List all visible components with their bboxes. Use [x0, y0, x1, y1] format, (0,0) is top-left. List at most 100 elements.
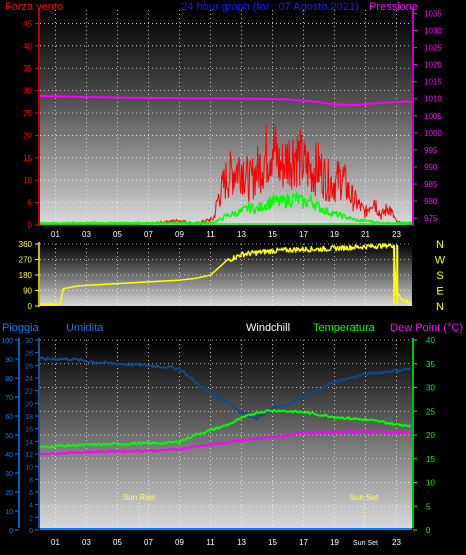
- wind-tick-label-4: 20: [23, 131, 32, 140]
- temp-x-label-5: 11: [206, 538, 215, 547]
- wind-x-label-2: 05: [113, 230, 122, 239]
- temp-x-label-2: 05: [113, 538, 122, 547]
- temp-x-label-8: 17: [299, 538, 308, 547]
- wind-x-label-5: 11: [206, 230, 215, 239]
- pressure-line: [39, 95, 413, 107]
- humidity-tick-label-4: 8: [29, 477, 33, 484]
- wind-tick-label-0: 0: [28, 221, 33, 230]
- humidity-tick-label-14: 28: [25, 351, 33, 358]
- direction-letter-4: N: [436, 301, 444, 313]
- wind-x-label-3: 07: [144, 230, 153, 239]
- humidity-tick-label-2: 4: [29, 503, 33, 510]
- wind-x-label-6: 13: [237, 230, 246, 239]
- wind-direction-line: [40, 243, 412, 306]
- rain-tick-label-1: 10: [5, 509, 13, 516]
- wind-x-label-7: 15: [268, 230, 277, 239]
- wind-tick-label-3: 15: [23, 154, 32, 163]
- direction-tick-label-3: 270: [19, 256, 33, 265]
- wind-series: [39, 95, 413, 226]
- wind-tick-label-8: 40: [23, 42, 32, 51]
- wind-x-label-1: 03: [82, 230, 91, 239]
- humidity-tick-label-10: 20: [25, 401, 33, 408]
- rain-tick-label-4: 40: [5, 452, 13, 459]
- direction-tick-label-0: 0: [28, 302, 33, 311]
- humidity-tick-label-13: 26: [25, 363, 33, 370]
- temp-x-label-9: 19: [330, 538, 339, 547]
- temp-tick-label-8: 40: [426, 336, 435, 345]
- wind-base-line: [39, 191, 413, 225]
- wind-x-label-0: 01: [51, 230, 60, 239]
- wind-x-label-10: 21: [361, 230, 370, 239]
- temperature-right-ticks: 0 5 10 15 20 25 30 35 40: [413, 336, 435, 535]
- top-chart-title: 24 hour graph (for : 07 Agosto 2021): [181, 1, 358, 13]
- direction-letter-3: E: [436, 286, 443, 298]
- pressure-tick-label-1: 980: [424, 197, 438, 206]
- pressure-tick-label-7: 1010: [424, 95, 442, 104]
- temp-tick-label-2: 10: [426, 479, 435, 488]
- humidity-tick-label-7: 14: [25, 439, 33, 446]
- wind-x-label-9: 19: [330, 230, 339, 239]
- direction-series: [40, 243, 412, 306]
- direction-letter-1: W: [435, 255, 446, 267]
- pressure-tick-label-11: 1030: [424, 26, 442, 35]
- direction-left-ticks: 0 90 180 270 360: [19, 240, 39, 311]
- pressure-tick-label-6: 1005: [424, 112, 442, 121]
- humidity-tick-label-12: 24: [25, 376, 33, 383]
- temp-series: [39, 356, 412, 530]
- wind-axis-title: Forza vento: [5, 1, 63, 13]
- temp-x-label-4: 09: [175, 538, 184, 547]
- rain-tick-label-2: 20: [5, 490, 13, 497]
- temperature-line: [39, 408, 412, 449]
- direction-letter-0: N: [436, 239, 444, 251]
- direction-tick-label-4: 360: [19, 240, 33, 249]
- wind-x-ticks: 01 03 05 07 09 11 13 15 17 19 21 23: [51, 230, 401, 239]
- temp-x-label-7: 15: [268, 538, 277, 547]
- temp-tick-label-4: 20: [426, 431, 435, 440]
- rain-tick-label-7: 70: [5, 395, 13, 402]
- wind-tick-label-9: 45: [23, 19, 32, 28]
- rain-label: Pioggia: [2, 322, 40, 334]
- direction-tick-label-2: 180: [19, 271, 33, 280]
- direction-letter-2: S: [436, 270, 443, 282]
- humidity-tick-label-15: 30: [25, 338, 33, 345]
- humidity-tick-label-5: 10: [25, 465, 33, 472]
- humidity-tick-label-6: 12: [25, 452, 33, 459]
- sun-label-1: Sun Set: [350, 493, 379, 502]
- pressure-tick-label-12: 1035: [424, 9, 442, 18]
- dew-point-line: [39, 429, 411, 456]
- direction-plot-background: [40, 244, 412, 306]
- temp-x-ticks: 01 03 05 07 09 11 13 15 17 19 Sun Set 23: [51, 538, 401, 547]
- rain-tick-label-5: 50: [5, 433, 13, 440]
- pressure-right-ticks: 975 980 985 990 995 1000 1005 1010 1015 1020 1025 1…: [413, 9, 442, 223]
- humidity-tick-label-9: 18: [25, 414, 33, 421]
- temp-x-label-6: 13: [237, 538, 246, 547]
- wind-tick-label-1: 5: [28, 199, 33, 208]
- wind-left-ticks: 0 5 10 15 20 25 30 35 40 45: [23, 19, 39, 230]
- humidity-label: Umidita: [66, 322, 104, 334]
- pressure-tick-label-8: 1015: [424, 78, 442, 87]
- wind-x-label-4: 09: [175, 230, 184, 239]
- rain-ticks: 0 10 20 30 40 50 60 70 80 90 100: [1, 338, 19, 535]
- temp-tick-label-6: 30: [426, 384, 435, 393]
- humidity-tick-label-3: 6: [29, 490, 33, 497]
- pressure-tick-label-0: 975: [424, 214, 438, 223]
- direction-tick-label-1: 90: [23, 287, 32, 296]
- humidity-tick-label-8: 16: [25, 427, 33, 434]
- pressure-tick-label-3: 990: [424, 163, 438, 172]
- sun-label-0: Sun Rise: [123, 493, 156, 502]
- rain-tick-label-10: 100: [1, 338, 13, 345]
- temp-tick-label-0: 0: [426, 526, 431, 535]
- rain-tick-label-8: 80: [5, 376, 13, 383]
- wind-x-label-8: 17: [299, 230, 308, 239]
- pressure-tick-label-10: 1025: [424, 44, 442, 53]
- rain-tick-label-9: 90: [5, 357, 13, 364]
- pressure-tick-label-2: 985: [424, 180, 438, 189]
- rain-tick-label-6: 60: [5, 414, 13, 421]
- wind-x-label-11: 23: [392, 230, 401, 239]
- wind-tick-label-6: 30: [23, 87, 32, 96]
